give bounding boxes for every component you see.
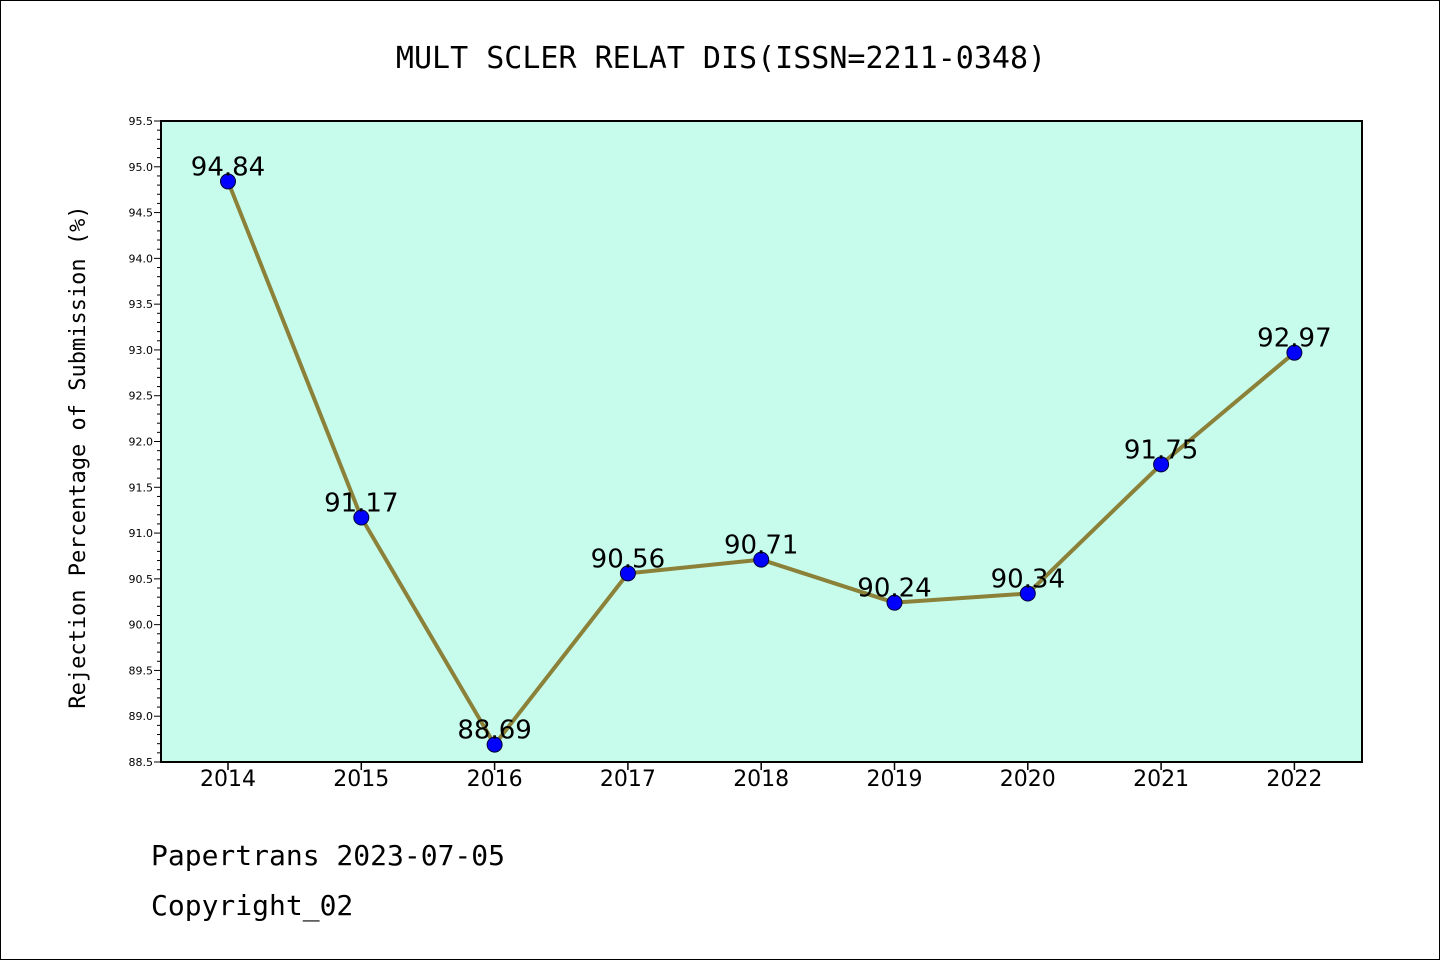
data-point-marker bbox=[753, 551, 770, 568]
x-tick-label: 2014 bbox=[200, 767, 256, 792]
y-tick-label: 91.0 bbox=[129, 527, 154, 540]
data-point-marker bbox=[619, 565, 636, 582]
data-label: 90.71 bbox=[724, 531, 798, 561]
data-label: 90.34 bbox=[991, 565, 1065, 595]
data-label: 91.17 bbox=[324, 489, 398, 519]
data-point-marker bbox=[220, 173, 236, 190]
data-label: 90.24 bbox=[857, 574, 931, 604]
y-tick-label: 94.5 bbox=[129, 207, 154, 220]
y-tick-label: 91.5 bbox=[129, 481, 154, 494]
plot-area bbox=[160, 120, 1363, 763]
data-label: 94.84 bbox=[191, 152, 265, 182]
y-tick-label: 92.0 bbox=[129, 436, 154, 449]
x-axis: 2014 2015 2016 2017 2018 2019 2020 2021 2022 bbox=[200, 762, 1322, 792]
data-label: 88.69 bbox=[457, 716, 531, 746]
data-point-marker bbox=[353, 509, 370, 526]
y-tick-label: 90.0 bbox=[129, 619, 154, 632]
y-tick-label: 95.5 bbox=[129, 115, 154, 128]
y-axis: 88.5 89.0 89.5 90.0 90.5 91.0 91.5 92.0 92.5 93.0… bbox=[129, 115, 161, 769]
y-axis-label: Rejection Percentage of Submission (%) bbox=[66, 205, 91, 708]
y-tick-label: 89.0 bbox=[129, 710, 154, 723]
data-point-marker bbox=[1153, 456, 1170, 473]
data-point-marker bbox=[1019, 585, 1036, 602]
y-tick-label: 90.5 bbox=[129, 573, 154, 586]
y-tick-label: 93.5 bbox=[129, 298, 154, 311]
data-label: 91.75 bbox=[1124, 435, 1198, 465]
y-tick-label: 89.5 bbox=[129, 664, 154, 677]
y-tick-label: 93.0 bbox=[129, 344, 154, 357]
footer-copyright-text: Copyright_02 bbox=[151, 889, 353, 923]
x-tick-label: 2018 bbox=[733, 767, 789, 792]
x-tick-label: 2020 bbox=[1000, 767, 1056, 792]
data-labels: 94.84 91.17 88.69 90.56 90.71 90.24 90.34 91.75… bbox=[191, 152, 1332, 745]
data-point-marker bbox=[486, 736, 503, 753]
y-tick-label: 88.5 bbox=[129, 756, 154, 769]
data-series bbox=[220, 173, 1303, 753]
x-tick-label: 2017 bbox=[600, 767, 656, 792]
y-tick-label: 95.0 bbox=[129, 161, 154, 174]
footer-date-text: Papertrans 2023-07-05 bbox=[151, 839, 505, 872]
chart-title: MULT SCLER RELAT DIS(ISSN=2211-0348) bbox=[396, 41, 1046, 76]
data-label: 90.56 bbox=[591, 544, 665, 574]
x-tick-label: 2016 bbox=[467, 767, 523, 792]
data-point-marker bbox=[1286, 344, 1303, 361]
x-tick-label: 2021 bbox=[1133, 767, 1189, 792]
x-tick-label: 2019 bbox=[867, 767, 923, 792]
data-label: 92.97 bbox=[1257, 324, 1331, 354]
data-point-marker bbox=[886, 594, 903, 611]
y-tick-label: 94.0 bbox=[129, 252, 154, 265]
y-tick-label: 92.5 bbox=[129, 390, 154, 403]
x-tick-label: 2022 bbox=[1266, 767, 1322, 792]
x-tick-label: 2015 bbox=[333, 767, 389, 792]
